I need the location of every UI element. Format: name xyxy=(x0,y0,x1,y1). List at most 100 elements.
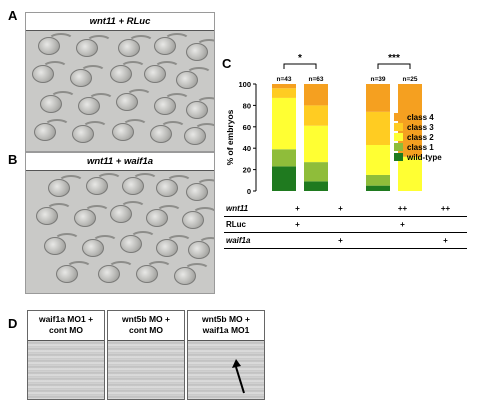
embryo-tail xyxy=(42,61,68,75)
embryo-tail xyxy=(196,179,214,193)
genotype-cell: + xyxy=(362,216,424,233)
embryo-photo-a: wnt11 + RLuc xyxy=(25,12,215,152)
embryo-tail xyxy=(166,175,192,189)
significance-label: * xyxy=(298,53,302,64)
embryo-tail xyxy=(164,93,190,107)
somite-micrograph xyxy=(108,341,184,399)
genotype-row: RLuc + + xyxy=(224,216,467,233)
bar-segment-class-3 xyxy=(272,88,296,98)
embryo-tail xyxy=(186,67,212,81)
bar-segment-class-2 xyxy=(304,125,328,163)
embryo-tail xyxy=(96,173,122,187)
morphant-image-panel: wnt5b MO + waif1a MO1 xyxy=(187,310,265,400)
embryo-tail xyxy=(184,263,210,277)
bar-segment-class-4 xyxy=(304,84,328,106)
legend-swatch xyxy=(394,133,403,141)
embryo-tail xyxy=(82,121,108,135)
bar-segment-class-1 xyxy=(366,174,390,186)
bar-segment-class-2 xyxy=(366,144,390,175)
morphant-title-line: waif1a MO1 + xyxy=(38,314,94,324)
significance-bracket xyxy=(377,63,411,69)
legend-item: class 1 xyxy=(394,143,434,152)
embryo-tail xyxy=(154,61,180,75)
morphant-title-line: wnt5b MO + xyxy=(202,314,250,324)
embryo-tail xyxy=(156,205,182,219)
genotype-cell: ++ xyxy=(424,201,467,217)
embryo-tail xyxy=(44,119,70,133)
embryo-tail xyxy=(130,231,156,245)
y-tick-label: 100 xyxy=(238,80,251,89)
embryo-tail xyxy=(84,205,110,219)
morphant-image-panel: waif1a MO1 + cont MO xyxy=(27,310,105,400)
significance-label: *** xyxy=(388,53,400,64)
embryo-tail xyxy=(196,97,214,111)
bar-segment-class-3 xyxy=(304,105,328,126)
embryo-tail xyxy=(54,233,80,247)
legend-swatch xyxy=(394,123,403,131)
embryo-tail xyxy=(80,65,106,79)
embryo-tail xyxy=(120,61,146,75)
legend-item: class 4 xyxy=(394,113,434,122)
legend-swatch xyxy=(394,113,403,121)
photo-a-title: wnt11 + RLuc xyxy=(26,13,214,31)
legend-swatch xyxy=(394,153,403,161)
legend-label: class 2 xyxy=(407,133,434,142)
genotype-row-label: wnt11 xyxy=(224,201,276,217)
bar-segment-class-1 xyxy=(304,162,328,182)
legend-item: wild-type xyxy=(394,153,442,162)
genotype-table: wnt11 + + ++ ++ RLuc + + waif1a + + xyxy=(224,201,467,249)
embryo-tail xyxy=(122,119,148,133)
n-label: n=25 xyxy=(403,76,418,83)
panel-letter-d: D xyxy=(8,316,18,331)
somite-micrograph xyxy=(28,341,104,399)
embryo-tail xyxy=(120,201,146,215)
embryo-tail xyxy=(66,261,92,275)
significance-bracket xyxy=(283,63,317,69)
genotype-row: waif1a + + xyxy=(224,232,467,249)
somite-micrograph xyxy=(188,341,264,399)
embryo-tail xyxy=(92,235,118,249)
embryo-tail xyxy=(108,261,134,275)
panel-letter-a: A xyxy=(8,8,18,23)
genotype-cell xyxy=(276,232,319,249)
embryo-tail xyxy=(132,173,158,187)
embryo-tail xyxy=(58,175,84,189)
arrow-icon xyxy=(232,359,245,394)
n-label: n=63 xyxy=(309,76,324,83)
legend-label: class 3 xyxy=(407,123,434,132)
embryo-tail xyxy=(86,35,112,49)
legend-item: class 2 xyxy=(394,133,434,142)
genotype-cell: ++ xyxy=(362,201,424,217)
embryo-tail xyxy=(126,89,152,103)
morphant-image-title: wnt5b MO + cont MO xyxy=(108,311,184,341)
y-tick-label: 80 xyxy=(243,101,251,110)
panel-letter-c: C xyxy=(222,56,232,71)
legend-label: wild-type xyxy=(407,153,442,162)
y-tick-label: 40 xyxy=(243,144,251,153)
morphant-title-line: cont MO xyxy=(129,325,163,335)
embryo-tail xyxy=(164,33,190,47)
morphant-image-title: waif1a MO1 + cont MO xyxy=(28,311,104,341)
bar-segment-class-4 xyxy=(366,84,390,112)
y-tick-label: 60 xyxy=(243,123,251,132)
embryo-tail xyxy=(160,121,186,135)
stacked-bar-chart: 0 20 40 60 80 100 % of embryos n=43 n=63 n=39 n=25… xyxy=(225,53,422,196)
morphant-title-line: wnt5b MO + xyxy=(122,314,170,324)
n-label: n=39 xyxy=(371,76,386,83)
embryo-tail xyxy=(50,91,76,105)
legend-item: class 3 xyxy=(394,123,434,132)
genotype-cell: + xyxy=(424,232,467,249)
bar-segment-wild-type xyxy=(272,166,296,191)
genotype-cell: + xyxy=(276,201,319,217)
y-axis-label: % of embryos xyxy=(225,109,235,165)
morphant-image-panel: wnt5b MO + cont MO xyxy=(107,310,185,400)
embryo-tail xyxy=(194,123,214,137)
embryo-photo-b: wnt11 + waif1a xyxy=(25,152,215,294)
embryo-tail xyxy=(192,207,214,221)
genotype-cell xyxy=(424,216,467,233)
bar-segment-class-3 xyxy=(366,111,390,145)
embryo-tail xyxy=(166,235,192,249)
genotype-cell xyxy=(319,216,362,233)
photo-b-title: wnt11 + waif1a xyxy=(26,153,214,171)
legend-label: class 1 xyxy=(407,143,434,152)
